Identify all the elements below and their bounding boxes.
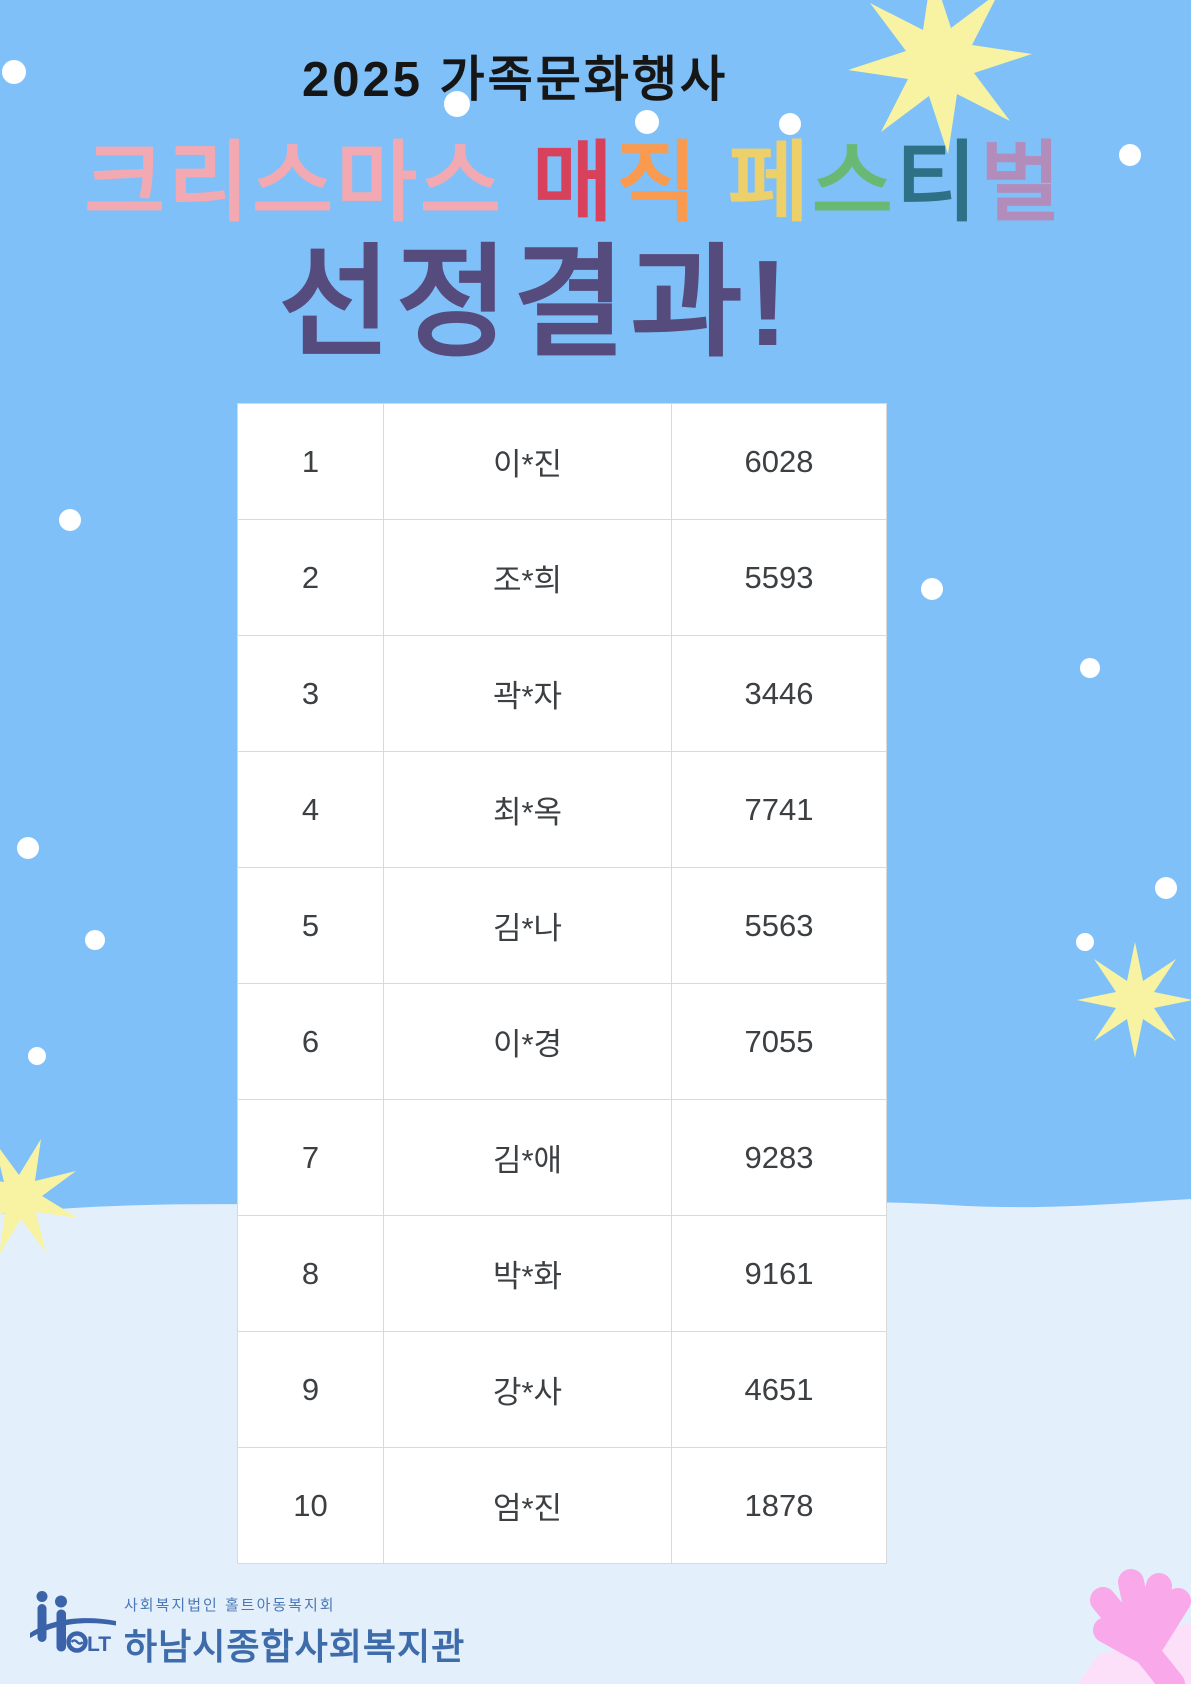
rank-cell: 10 xyxy=(237,1447,384,1564)
table-row: 2 조*희 5593 xyxy=(237,519,887,636)
number-cell: 5563 xyxy=(671,867,887,984)
number-cell: 5593 xyxy=(671,519,887,636)
table-row: 7 김*애 9283 xyxy=(237,1099,887,1216)
name-cell: 김*애 xyxy=(383,1099,672,1216)
results-table: 1 이*진 6028 2 조*희 5593 3 곽*자 3446 4 최*옥 7… xyxy=(237,403,887,1564)
number-cell: 7055 xyxy=(671,983,887,1100)
number-cell: 6028 xyxy=(671,403,887,520)
star-icon xyxy=(0,1139,78,1254)
number-cell: 9283 xyxy=(671,1099,887,1216)
org-affiliation-label: 사회복지법인 홀트아동복지회 xyxy=(124,1597,336,1614)
gift-icon xyxy=(1078,1569,1191,1684)
number-cell: 4651 xyxy=(671,1331,887,1448)
rank-cell: 3 xyxy=(237,635,384,752)
number-cell: 3446 xyxy=(671,635,887,752)
star-burst-icon xyxy=(848,0,1032,154)
name-cell: 곽*자 xyxy=(383,635,672,752)
snow-dots xyxy=(2,60,1177,1065)
title-segment: 벌 xyxy=(979,133,1064,232)
number-cell: 9161 xyxy=(671,1215,887,1332)
title-segment: 티 xyxy=(895,133,980,232)
rank-cell: 7 xyxy=(237,1099,384,1216)
number-cell: 1878 xyxy=(671,1447,887,1564)
table-row: 5 김*나 5563 xyxy=(237,867,887,984)
org-name-label: 하남시종합사회복지관 xyxy=(124,1626,466,1667)
star-icon xyxy=(1077,942,1191,1058)
name-cell: 강*사 xyxy=(383,1331,672,1448)
event-label: 2025 가족문화행사 xyxy=(301,53,729,107)
table-row: 9 강*사 4651 xyxy=(237,1331,887,1448)
gift-bow xyxy=(1090,1569,1191,1684)
rank-cell: 1 xyxy=(237,403,384,520)
rank-cell: 5 xyxy=(237,867,384,984)
table-row: 6 이*경 7055 xyxy=(237,983,887,1100)
table-row: 10 엄*진 1878 xyxy=(237,1447,887,1564)
footer-logo: LT 사회복지법인 홀트아동복지회 하남시종합사회복지관 xyxy=(30,1588,465,1670)
name-cell: 이*경 xyxy=(383,983,672,1100)
name-cell: 최*옥 xyxy=(383,751,672,868)
table-row: 4 최*옥 7741 xyxy=(237,751,887,868)
table-row: 8 박*화 9161 xyxy=(237,1215,887,1332)
title-segment: 매 xyxy=(532,133,616,232)
magic-festival-title: 크리스마스 매직 페스티벌 xyxy=(0,112,1148,239)
rank-cell: 8 xyxy=(237,1215,384,1332)
title-segment: 크리스마스 xyxy=(84,133,504,232)
name-cell: 박*화 xyxy=(383,1215,672,1332)
number-cell: 7741 xyxy=(671,751,887,868)
name-cell: 조*희 xyxy=(383,519,672,636)
rank-cell: 9 xyxy=(237,1331,384,1448)
table-row: 1 이*진 6028 xyxy=(237,403,887,520)
rank-cell: 6 xyxy=(237,983,384,1100)
holt-logo-icon: LT xyxy=(30,1591,116,1656)
subtitle-results: 선정결과! xyxy=(278,235,794,371)
name-cell: 김*나 xyxy=(383,867,672,984)
title-segment: 직 xyxy=(615,133,700,232)
rank-cell: 2 xyxy=(237,519,384,636)
title-segment: 페 xyxy=(727,133,812,232)
name-cell: 엄*진 xyxy=(383,1447,672,1564)
name-cell: 이*진 xyxy=(383,403,672,520)
title-segment: 스 xyxy=(811,133,896,232)
logo-text: LT xyxy=(87,1633,111,1656)
table-row: 3 곽*자 3446 xyxy=(237,635,887,752)
rank-cell: 4 xyxy=(237,751,384,868)
